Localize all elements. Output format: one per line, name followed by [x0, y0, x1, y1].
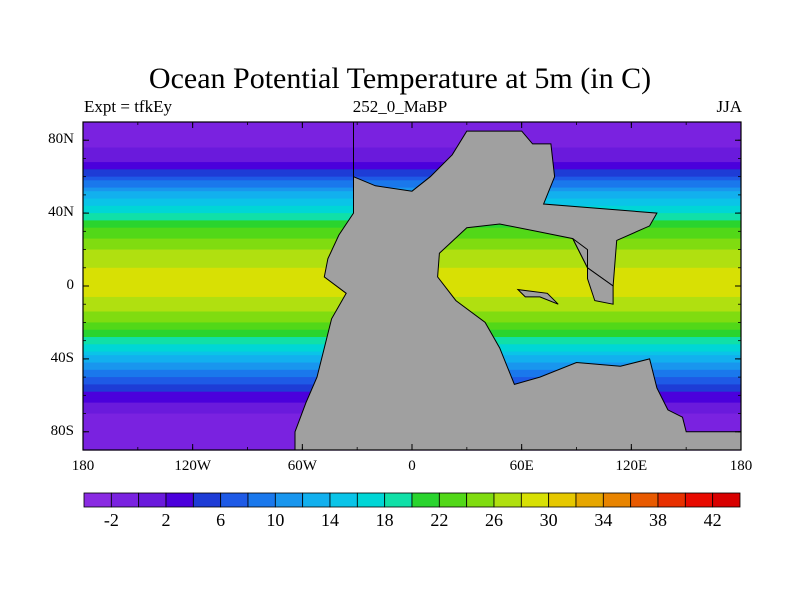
lat-tick-label: 0	[66, 277, 75, 293]
colorbar-label: 6	[216, 510, 226, 530]
colorbar-swatch	[110, 492, 140, 508]
lon-tick-label: 120W	[174, 458, 211, 474]
ocean-temperature-band	[83, 143, 741, 149]
ocean-temperature-band	[83, 183, 741, 189]
ocean-temperature-band	[83, 147, 741, 152]
period-label: 252_0_MaBP	[352, 97, 448, 116]
land-mass	[572, 238, 614, 305]
ocean-temperature-band	[83, 165, 741, 170]
colorbar-swatch	[192, 492, 222, 508]
colorbar-swatch	[220, 492, 249, 508]
colorbar-swatch	[493, 492, 522, 508]
ocean-temperature-band	[83, 151, 741, 156]
colorbar-label: 2	[161, 510, 171, 530]
lat-tick-label: 80S	[50, 422, 74, 439]
lon-tick-label: 60W	[287, 458, 317, 474]
colorbar-swatch	[602, 492, 632, 508]
ocean-temperature-band	[83, 140, 741, 145]
colorbar-swatch	[520, 492, 550, 508]
colorbar-swatch	[302, 492, 331, 508]
colorbar-swatch	[438, 492, 468, 508]
ocean-temperature-band	[83, 187, 741, 192]
colorbar-label: 26	[485, 510, 503, 530]
ocean-temperature-band	[83, 154, 741, 160]
lon-tick-label: 60E	[509, 458, 534, 474]
colorbar-swatch	[630, 492, 659, 508]
chart-title: Ocean Potential Temperature at 5m (in C)	[148, 62, 652, 95]
colorbar-swatch	[165, 492, 194, 508]
colorbar-swatch	[356, 492, 386, 508]
colorbar-label: -2	[103, 510, 119, 530]
colorbar-swatch	[384, 492, 413, 508]
colorbar-swatch	[548, 492, 577, 508]
colorbar-swatch	[575, 492, 604, 508]
ocean-temperature-band	[83, 173, 741, 178]
ocean-temperature-band	[83, 176, 741, 181]
ocean-temperature-band	[83, 162, 741, 167]
colorbar-swatch	[466, 492, 495, 508]
colorbar-label: 22	[430, 510, 449, 530]
colorbar-swatch	[684, 492, 714, 508]
colorbar-label: 38	[649, 510, 667, 530]
colorbar-swatch	[83, 492, 112, 508]
ocean-temperature-band	[83, 158, 741, 163]
colorbar-swatch	[712, 492, 741, 508]
lon-tick-label: 180	[729, 458, 753, 474]
colorbar-label: 30	[539, 510, 558, 530]
colorbar-swatch	[274, 492, 304, 508]
colorbar-swatch	[657, 492, 686, 508]
season-label: JJA	[716, 97, 742, 116]
colorbar-label: 34	[594, 510, 613, 530]
ocean-temperature-band	[83, 132, 741, 138]
ocean-temperature-band	[83, 169, 741, 174]
ocean-temperature-band	[83, 129, 741, 134]
ocean-temperature-band	[83, 180, 741, 185]
ocean-temperature-band	[83, 136, 741, 141]
lon-tick-label: 120E	[615, 458, 648, 474]
colorbar-label: 10	[266, 510, 285, 530]
land-mass	[294, 122, 742, 451]
colorbar-swatch	[411, 492, 440, 508]
lat-tick-label: 40N	[48, 204, 74, 221]
colorbar-swatch	[138, 492, 167, 508]
lon-tick-label: 0	[408, 458, 416, 474]
lon-tick-label: 180	[71, 458, 95, 474]
lat-tick-label: 40S	[50, 349, 74, 366]
colorbar-label: 18	[375, 510, 394, 530]
lat-tick-label: 80N	[48, 131, 74, 148]
colorbar-swatch	[247, 492, 276, 508]
land-mass	[516, 288, 559, 305]
colorbar-swatch	[329, 492, 358, 508]
experiment-label: Expt = tfkEy	[84, 97, 172, 116]
colorbar-label: 14	[321, 510, 339, 530]
colorbar-label: 42	[703, 510, 722, 530]
